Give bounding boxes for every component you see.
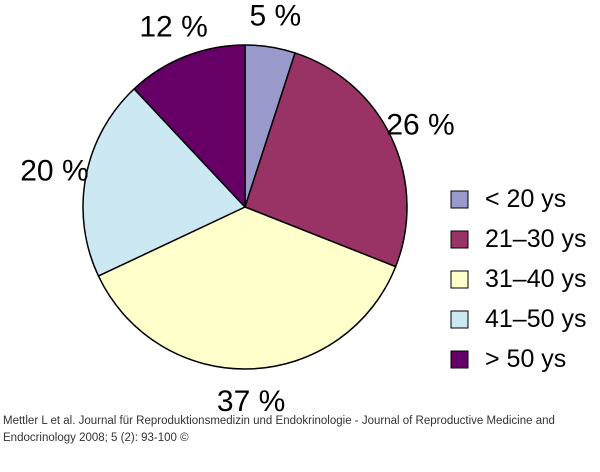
legend-label-50-ys: > 50 ys	[485, 345, 566, 373]
pie-slice-41-50-ys	[82, 88, 246, 277]
percent-label-50-ys: 12 %	[139, 11, 207, 44]
legend-swatch-31-40-ys	[450, 270, 469, 289]
caption-line-1: Mettler L et al. Journal für Reproduktio…	[3, 415, 555, 427]
percent-label-31-40-ys: 37 %	[217, 385, 285, 418]
pie-slice-21-30-ys	[244, 52, 408, 268]
legend-swatch-50-ys	[450, 350, 469, 369]
legend-label-31-40-ys: 31–40 ys	[485, 265, 586, 293]
legend-label-20-ys: < 20 ys	[485, 185, 566, 213]
legend-swatch-21-30-ys	[450, 230, 469, 249]
percent-label-21-30-ys: 26 %	[386, 108, 454, 141]
percentage-labels: 5 % 26 % 37 % 20 % 12 %	[20, 0, 454, 418]
pie-slice-50-ys	[133, 44, 246, 208]
legend: < 20 ys 21–30 ys 31–40 ys 41–50 ys > 50 ys	[450, 185, 586, 373]
legend-label-41-50-ys: 41–50 ys	[485, 305, 586, 333]
percent-label-20-ys: 5 %	[249, 0, 301, 32]
legend-swatch-20-ys	[450, 190, 469, 209]
citation-caption: Mettler L et al. Journal für Reproduktio…	[3, 413, 597, 447]
pie-slices	[82, 44, 408, 370]
caption-line-2: Endocrinology 2008; 5 (2): 93-100 ©	[3, 432, 189, 444]
legend-swatch-41-50-ys	[450, 310, 469, 329]
pie-slice-31-40-ys	[97, 206, 397, 370]
percent-label-41-50-ys: 20 %	[20, 155, 88, 188]
legend-label-21-30-ys: 21–30 ys	[485, 225, 586, 253]
